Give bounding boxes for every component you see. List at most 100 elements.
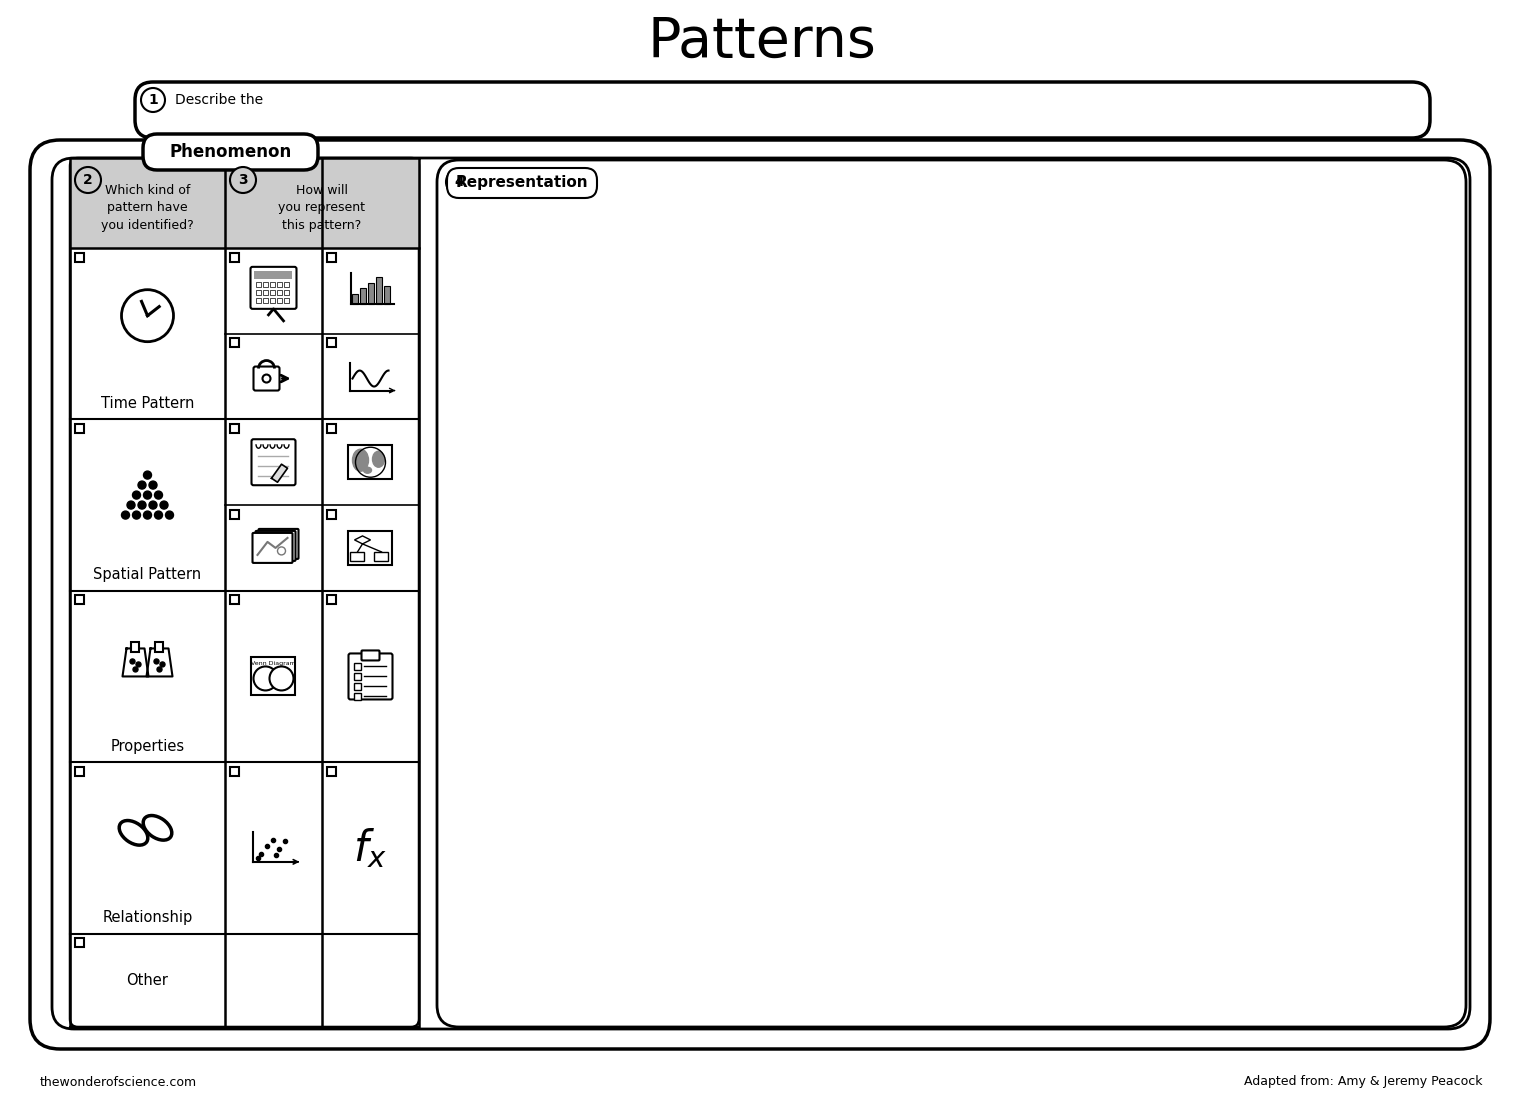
- Bar: [263, 290, 268, 295]
- Bar: [76, 938, 84, 947]
- FancyBboxPatch shape: [259, 529, 299, 559]
- Text: 3: 3: [238, 173, 248, 187]
- Bar: [285, 298, 289, 302]
- Polygon shape: [355, 535, 370, 544]
- Text: Patterns: Patterns: [647, 15, 876, 68]
- Ellipse shape: [352, 449, 369, 471]
- Circle shape: [446, 169, 472, 195]
- FancyBboxPatch shape: [136, 82, 1430, 138]
- Circle shape: [122, 289, 174, 342]
- Circle shape: [157, 667, 161, 672]
- Bar: [277, 282, 282, 287]
- FancyBboxPatch shape: [253, 367, 280, 391]
- Bar: [369, 283, 375, 304]
- FancyBboxPatch shape: [70, 158, 419, 1027]
- Text: Time Pattern: Time Pattern: [101, 396, 195, 411]
- Bar: [76, 595, 84, 604]
- Circle shape: [149, 481, 157, 489]
- Circle shape: [122, 511, 129, 519]
- Circle shape: [253, 667, 277, 690]
- Bar: [349, 531, 393, 565]
- Bar: [271, 282, 276, 287]
- Bar: [230, 595, 239, 604]
- Text: thewonderofscience.com: thewonderofscience.com: [40, 1075, 196, 1089]
- Bar: [355, 664, 361, 670]
- Bar: [277, 298, 282, 302]
- Bar: [361, 288, 367, 304]
- Text: Phenomenon: Phenomenon: [169, 144, 291, 161]
- Bar: [271, 298, 276, 302]
- Bar: [256, 290, 262, 295]
- Bar: [285, 290, 289, 295]
- Circle shape: [154, 511, 163, 519]
- Bar: [131, 643, 140, 652]
- Circle shape: [270, 667, 294, 690]
- Circle shape: [160, 662, 164, 667]
- FancyBboxPatch shape: [437, 160, 1467, 1027]
- Circle shape: [129, 659, 136, 664]
- Polygon shape: [146, 648, 172, 677]
- Circle shape: [230, 167, 256, 193]
- Bar: [230, 338, 239, 347]
- Circle shape: [149, 501, 157, 509]
- Bar: [230, 766, 239, 776]
- Circle shape: [136, 662, 142, 667]
- Circle shape: [166, 511, 174, 519]
- Bar: [355, 673, 361, 680]
- Text: 2: 2: [84, 173, 93, 187]
- Circle shape: [160, 501, 168, 509]
- FancyBboxPatch shape: [446, 168, 597, 198]
- Bar: [355, 693, 361, 700]
- FancyBboxPatch shape: [349, 654, 393, 700]
- Bar: [277, 290, 282, 295]
- Circle shape: [143, 471, 151, 479]
- Ellipse shape: [143, 816, 172, 840]
- Bar: [263, 298, 268, 302]
- Text: Other: Other: [126, 973, 169, 988]
- Circle shape: [126, 501, 136, 509]
- FancyBboxPatch shape: [52, 158, 1470, 1029]
- Circle shape: [277, 546, 285, 555]
- Bar: [352, 294, 358, 304]
- Circle shape: [154, 491, 163, 499]
- Bar: [263, 282, 268, 287]
- Bar: [251, 658, 295, 696]
- Bar: [327, 766, 337, 776]
- Bar: [384, 286, 390, 304]
- Circle shape: [75, 167, 101, 193]
- Ellipse shape: [373, 452, 384, 467]
- Circle shape: [133, 511, 140, 519]
- Circle shape: [143, 491, 151, 499]
- Circle shape: [142, 88, 164, 112]
- Text: Venn Diagram: Venn Diagram: [251, 661, 295, 666]
- Text: Spatial Pattern: Spatial Pattern: [93, 567, 201, 582]
- Polygon shape: [122, 648, 149, 677]
- Polygon shape: [271, 464, 288, 482]
- Bar: [349, 445, 393, 479]
- Text: Relationship: Relationship: [102, 910, 192, 925]
- Bar: [70, 158, 419, 248]
- Text: 1: 1: [148, 93, 158, 107]
- Bar: [254, 270, 292, 279]
- Bar: [327, 253, 337, 262]
- Text: Describe the: Describe the: [175, 93, 263, 107]
- FancyBboxPatch shape: [143, 134, 318, 170]
- Bar: [230, 253, 239, 262]
- Circle shape: [139, 501, 146, 509]
- Text: Which kind of
pattern have
you identified?: Which kind of pattern have you identifie…: [101, 184, 193, 232]
- Bar: [327, 510, 337, 519]
- Circle shape: [133, 667, 139, 672]
- FancyBboxPatch shape: [250, 267, 297, 309]
- FancyBboxPatch shape: [30, 140, 1489, 1049]
- Bar: [76, 424, 84, 433]
- FancyBboxPatch shape: [256, 531, 295, 561]
- Text: Representation: Representation: [455, 176, 588, 191]
- Circle shape: [262, 374, 271, 382]
- Bar: [230, 424, 239, 433]
- Text: $\mathit{f}_x$: $\mathit{f}_x$: [353, 826, 387, 870]
- FancyBboxPatch shape: [251, 439, 295, 486]
- Text: Properties: Properties: [111, 739, 184, 754]
- Bar: [350, 552, 364, 561]
- Bar: [271, 290, 276, 295]
- Bar: [76, 253, 84, 262]
